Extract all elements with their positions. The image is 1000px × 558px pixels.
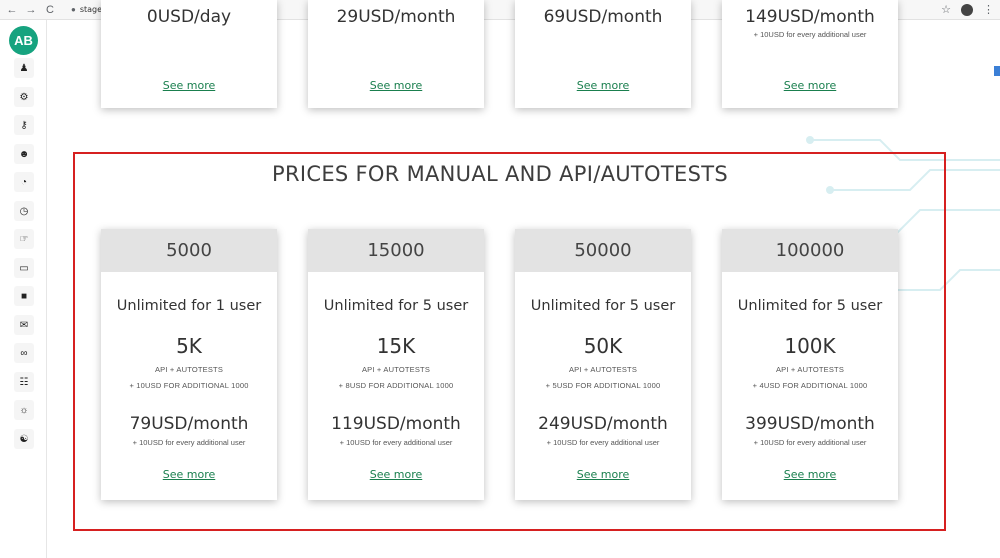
plan-card-top-2: 29USD/month See more (308, 0, 484, 108)
plan-card-50000: 50000 Unlimited for 5 user 50K API + AUT… (515, 229, 691, 500)
card-additional: + 5USD FOR ADDITIONAL 1000 (545, 381, 661, 390)
plan-card-top-4: 149USD/month + 10USD for every additiona… (722, 0, 898, 108)
avatar[interactable]: AB (9, 26, 38, 55)
see-more-link[interactable]: See more (576, 79, 630, 92)
card-price: 79USD/month (129, 414, 249, 434)
section-title: PRICES FOR MANUAL AND API/AUTOTESTS (272, 162, 728, 186)
plan-card-top-3: 69USD/month See more (515, 0, 691, 108)
card-note: + 10USD for every additional user (339, 438, 453, 447)
clock-icon[interactable]: ◷ (14, 201, 34, 221)
card-volume: 5K (176, 334, 202, 358)
card-note: + 10USD for every additional user (132, 438, 246, 447)
card-users: Unlimited for 1 user (116, 298, 262, 314)
card-additional: + 8USD FOR ADDITIONAL 1000 (338, 381, 454, 390)
card-additional: + 4USD FOR ADDITIONAL 1000 (752, 381, 868, 390)
card-api-label: API + AUTOTESTS (361, 365, 431, 374)
card-volume: 15K (376, 334, 416, 358)
menu-dots-icon[interactable]: ⋮ (983, 4, 994, 16)
pie-chart-icon[interactable]: ◔ (14, 172, 34, 192)
see-more-link[interactable]: See more (576, 468, 630, 481)
bookmark-star-icon[interactable]: ☆ (941, 4, 951, 16)
see-more-link[interactable]: See more (162, 79, 216, 92)
card-header: 15000 (308, 229, 484, 272)
card-additional: + 10USD FOR ADDITIONAL 1000 (129, 381, 249, 390)
plan-price: 69USD/month (543, 7, 663, 27)
chat-icon[interactable]: ✉ (14, 315, 34, 335)
see-more-link[interactable]: See more (783, 468, 837, 481)
plan-note: + 10USD for every additional user (753, 30, 867, 39)
plan-price: 29USD/month (336, 7, 456, 27)
see-more-link[interactable]: See more (783, 79, 837, 92)
card-header: 100000 (722, 229, 898, 272)
card-volume: 100K (784, 334, 836, 358)
plan-card-15000: 15000 Unlimited for 5 user 15K API + AUT… (308, 229, 484, 500)
sidebar: AB ♟ ⚙ ⚷ ☻ ◔ ◷ ☞ ▭ ■ ✉ ∞ ☷ ☼ ☯ (0, 20, 47, 558)
see-more-link[interactable]: See more (369, 468, 423, 481)
plan-note (101, 30, 277, 39)
card-users: Unlimited for 5 user (323, 298, 469, 314)
key-icon[interactable]: ⚷ (14, 115, 34, 135)
cogs-icon[interactable]: ⚙ (14, 87, 34, 107)
card-price: 119USD/month (331, 414, 461, 434)
see-more-link[interactable]: See more (162, 468, 216, 481)
back-icon[interactable]: ← (6, 3, 18, 16)
sitemap-icon[interactable]: ☷ (14, 372, 34, 392)
credit-card-icon[interactable]: ▭ (14, 258, 34, 278)
card-price: 399USD/month (745, 414, 875, 434)
handshake-icon[interactable]: ☯ (14, 429, 34, 449)
gear-outline-icon[interactable]: ☼ (14, 400, 34, 420)
lock-icon: ● (71, 5, 76, 14)
highlight-box (73, 152, 946, 531)
users-icon[interactable]: ☻ (14, 144, 34, 164)
link-icon[interactable]: ∞ (14, 343, 34, 363)
plan-note (308, 30, 484, 39)
card-price: 249USD/month (538, 414, 668, 434)
hand-coin-icon[interactable]: ☞ (14, 229, 34, 249)
see-more-link[interactable]: See more (369, 79, 423, 92)
card-header: 5000 (101, 229, 277, 272)
card-api-label: API + AUTOTESTS (568, 365, 638, 374)
card-volume: 50K (583, 334, 623, 358)
card-note: + 10USD for every additional user (546, 438, 660, 447)
card-header: 50000 (515, 229, 691, 272)
forward-icon[interactable]: → (25, 3, 37, 16)
lock-icon[interactable]: ■ (14, 286, 34, 306)
card-users: Unlimited for 5 user (737, 298, 883, 314)
plan-note (515, 30, 691, 39)
extension-icon[interactable] (994, 66, 1000, 76)
plan-card-100000: 100000 Unlimited for 5 user 100K API + A… (722, 229, 898, 500)
plan-price: 0USD/day (146, 7, 232, 27)
card-api-label: API + AUTOTESTS (775, 365, 845, 374)
plan-price: 149USD/month (745, 7, 875, 27)
profile-icon[interactable] (961, 3, 973, 16)
card-users: Unlimited for 5 user (530, 298, 676, 314)
card-api-label: API + AUTOTESTS (154, 365, 224, 374)
reload-icon[interactable]: C (46, 3, 54, 16)
plan-card-5000: 5000 Unlimited for 1 user 5K API + AUTOT… (101, 229, 277, 500)
card-note: + 10USD for every additional user (753, 438, 867, 447)
plan-card-top-1: 0USD/day See more (101, 0, 277, 108)
user-edit-icon[interactable]: ♟ (14, 58, 34, 78)
